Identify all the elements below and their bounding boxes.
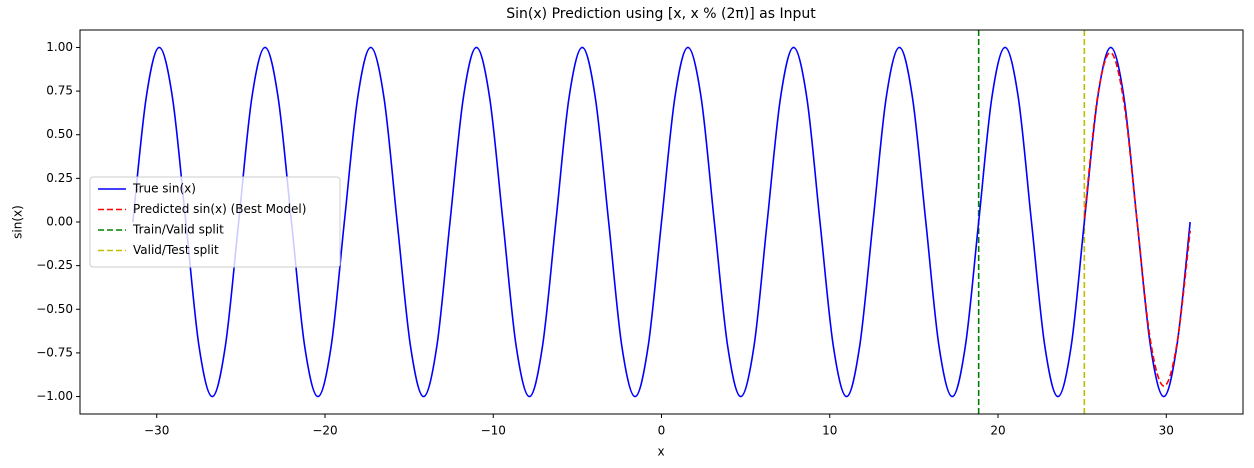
y-tick-label: 0.50 (46, 127, 73, 141)
y-tick-label: 1.00 (46, 40, 73, 54)
series-line (132, 46, 1191, 398)
x-tick-label: −20 (312, 424, 337, 438)
x-tick-label: −30 (144, 424, 169, 438)
x-axis-label: x (657, 445, 664, 459)
legend-label: Valid/Test split (133, 243, 219, 257)
x-tick-label: 10 (822, 424, 837, 438)
y-tick-label: 0.25 (46, 171, 73, 185)
y-tick-label: −0.50 (36, 302, 73, 316)
y-tick-label: −0.25 (36, 258, 73, 272)
x-tick-label: −10 (481, 424, 506, 438)
plot-frame (79, 29, 1244, 415)
x-tick-label: 0 (658, 424, 666, 438)
y-tick-label: −1.00 (36, 389, 73, 403)
x-tick-label: 20 (990, 424, 1005, 438)
y-tick-label: 0.75 (46, 84, 73, 98)
chart-title: Sin(x) Prediction using [x, x % (2π)] as… (506, 6, 816, 22)
legend-label: Predicted sin(x) (Best Model) (133, 202, 306, 216)
y-tick-label: −0.75 (36, 345, 73, 359)
series-line (1083, 51, 1191, 387)
y-axis-label: sin(x) (11, 205, 25, 239)
y-tick-label: 0.00 (46, 215, 73, 229)
legend-box (89, 176, 341, 268)
x-tick-label: 30 (1159, 424, 1174, 438)
legend-label: Train/Valid split (132, 223, 224, 237)
legend-label: True sin(x) (132, 182, 196, 196)
